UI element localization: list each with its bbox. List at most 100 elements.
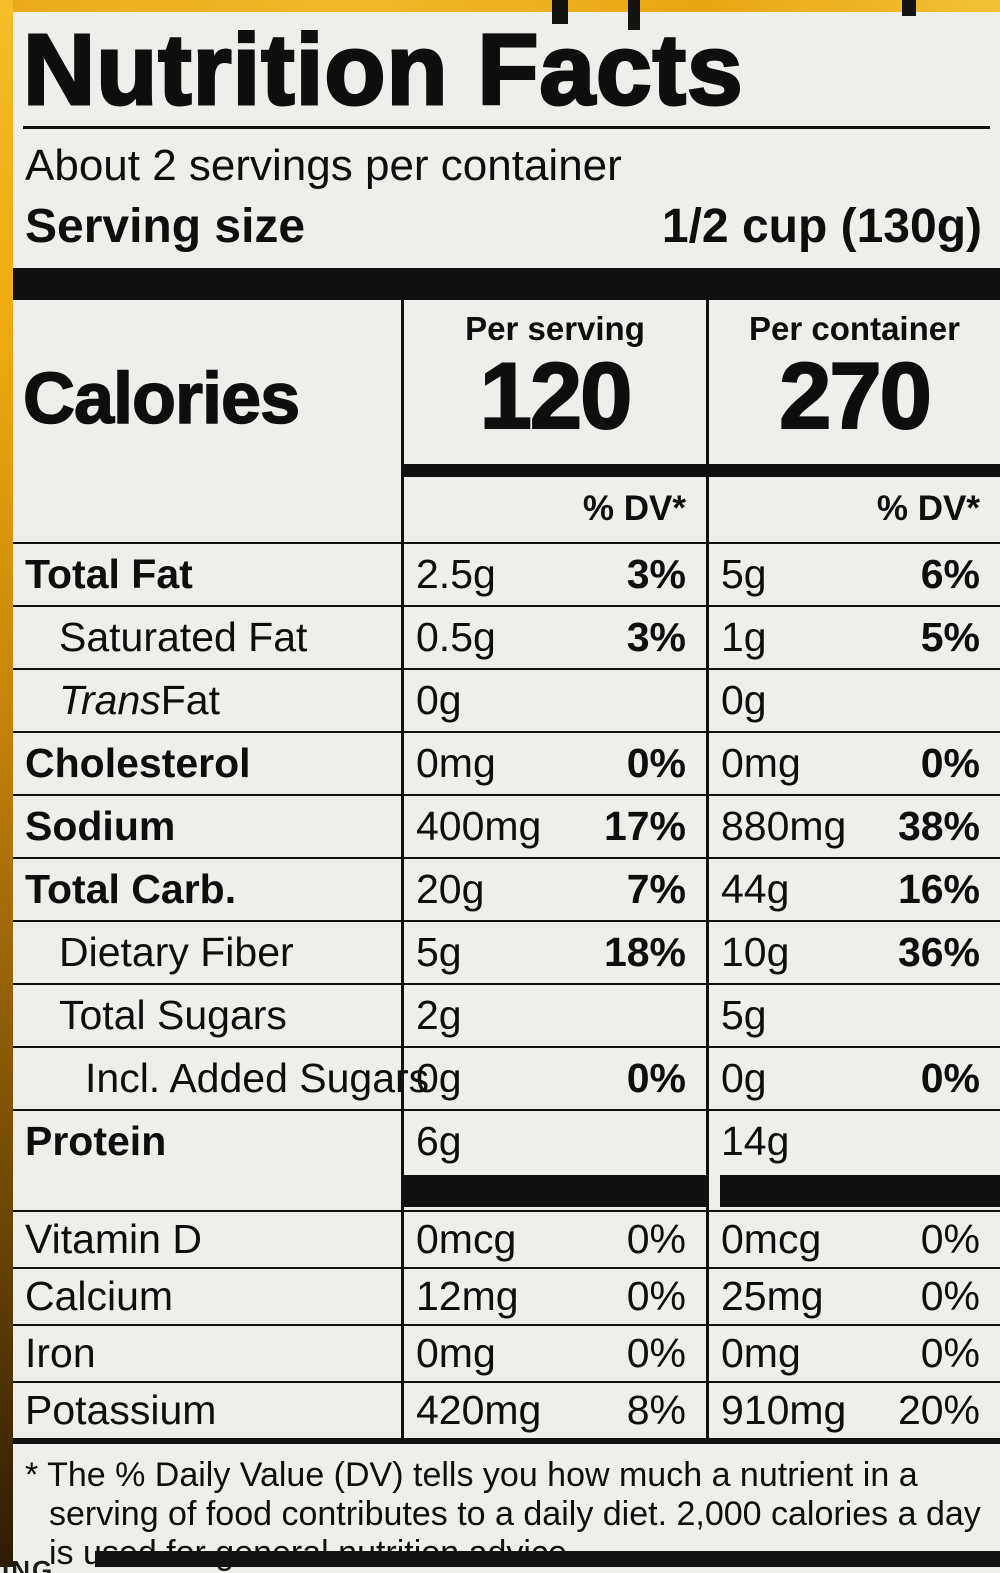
container-values: 44g 16% [706,857,1000,920]
amount: 0g [416,677,462,723]
dv-header-container-cell: % DV* [706,464,1000,542]
amount: 5g [721,992,767,1038]
serving-values: 0mg 0% [401,1324,706,1381]
package-mark [552,0,568,24]
serving-values: 0g [401,668,706,731]
nutrient-row-vitamin-d: Vitamin D 0mcg 0% 0mcg 0% [13,1210,1000,1267]
calories-per-serving: 120 [479,343,634,448]
amount: 880mg [721,803,847,849]
container-values: 1g 5% [706,605,1000,668]
nutrient-name: Saturated Fat [13,605,401,668]
amount: 400mg [416,803,542,849]
serving-values: 400mg 17% [401,794,706,857]
serving-values: 420mg 8% [401,1381,706,1438]
bar-serving [401,1172,706,1210]
container-values: 0g [706,668,1000,731]
percent-dv: 16% [897,866,980,912]
container-values: 14g [706,1109,1000,1172]
percent-dv: 7% [626,866,686,912]
nutrient-row-calcium: Calcium 12mg 0% 25mg 0% [13,1267,1000,1324]
amount: 0g [721,677,767,723]
amount: 2.5g [416,551,496,597]
nutrient-row-cholesterol: Cholesterol 0mg 0% 0mg 0% [13,731,1000,794]
dv-header-serving-cell: % DV* [401,464,706,542]
dv-header-serving: % DV* [582,489,686,528]
nutrient-name: Iron [13,1324,401,1381]
daily-value-header-row: % DV* % DV* [13,464,1000,542]
nutrient-row-total-carb: Total Carb. 20g 7% 44g 16% [13,857,1000,920]
bar-spacer [13,1172,401,1210]
nutrient-row-sodium: Sodium 400mg 17% 880mg 38% [13,794,1000,857]
amount: 0mg [721,740,801,786]
nutrient-row-trans-fat: Trans Fat 0g 0g [13,668,1000,731]
amount: 2g [416,992,462,1038]
dv-spacer [13,464,401,542]
percent-dv: 0% [920,1273,980,1319]
nutrient-name: Cholesterol [13,731,401,794]
percent-dv: 0% [920,1216,980,1262]
percent-dv: 0% [920,1055,980,1101]
calories-label: Calories [22,358,301,440]
amount: 10g [721,929,790,975]
serving-size-label: Serving size [25,200,306,253]
serving-values: 0mcg 0% [401,1210,706,1267]
percent-dv: 38% [897,803,980,849]
amount: 5g [416,929,462,975]
amount: 0g [416,1055,462,1101]
percent-dv: 0% [626,1273,686,1319]
percent-dv: 0% [626,1055,686,1101]
trans-rest: Fat [160,677,221,723]
serving-values: 0mg 0% [401,731,706,794]
bottom-black-bar [95,1551,1000,1567]
footnote-divider [13,1438,1000,1444]
percent-dv: 8% [626,1387,686,1433]
nutrient-name: Incl. Added Sugars [13,1046,429,1109]
dv-header-container: % DV* [876,489,980,528]
vitamins-section-divider [13,1172,1000,1210]
nutrient-row-added-sugars: Incl. Added Sugars 0g 0% 0g 0% [13,1046,1000,1109]
amount: 5g [721,551,767,597]
percent-dv: 6% [920,551,980,597]
nutrient-name: Calcium [13,1267,401,1324]
serving-values: 0g 0% [401,1046,706,1109]
container-values: 880mg 38% [706,794,1000,857]
nutrient-row-potassium: Potassium 420mg 8% 910mg 20% [13,1381,1000,1438]
amount: 0mg [721,1330,801,1376]
percent-dv: 18% [603,929,686,975]
trans-italic: Trans [59,677,161,723]
medium-bar [404,464,706,477]
container-values: 0g 0% [706,1046,1000,1109]
percent-dv: 0% [920,740,980,786]
percent-dv: 3% [626,614,686,660]
amount: 0g [721,1055,767,1101]
amount: 6g [416,1118,462,1164]
amount: 12mg [416,1273,519,1319]
label-title: Nutrition Facts [22,14,745,126]
nutrient-row-total-sugars: Total Sugars 2g 5g [13,983,1000,1046]
percent-dv: 0% [626,740,686,786]
percent-dv: 17% [603,803,686,849]
calories-section: Calories Per serving 120 Per container 2… [13,300,1000,464]
percent-dv: 0% [920,1330,980,1376]
nutrient-name: Protein [13,1109,401,1172]
amount: 0mg [416,740,496,786]
package-left-edge [0,0,13,1567]
serving-values: 2g [401,983,706,1046]
package-top-edge [0,0,1000,12]
per-container-column-header: Per container 270 [706,300,1000,464]
title-divider [23,126,990,129]
container-values: 25mg 0% [706,1267,1000,1324]
percent-dv: 0% [626,1216,686,1262]
black-bar [404,1175,706,1207]
bar-container [706,1172,1000,1210]
section-divider-thick [13,268,1000,300]
amount: 420mg [416,1387,542,1433]
amount: 0.5g [416,614,496,660]
per-serving-header: Per serving [465,310,645,347]
package-mark [902,0,916,16]
percent-dv: 3% [626,551,686,597]
container-values: 5g 6% [706,542,1000,605]
nutrient-row-dietary-fiber: Dietary Fiber 5g 18% 10g 36% [13,920,1000,983]
nutrient-name: Dietary Fiber [13,920,401,983]
container-values: 10g 36% [706,920,1000,983]
